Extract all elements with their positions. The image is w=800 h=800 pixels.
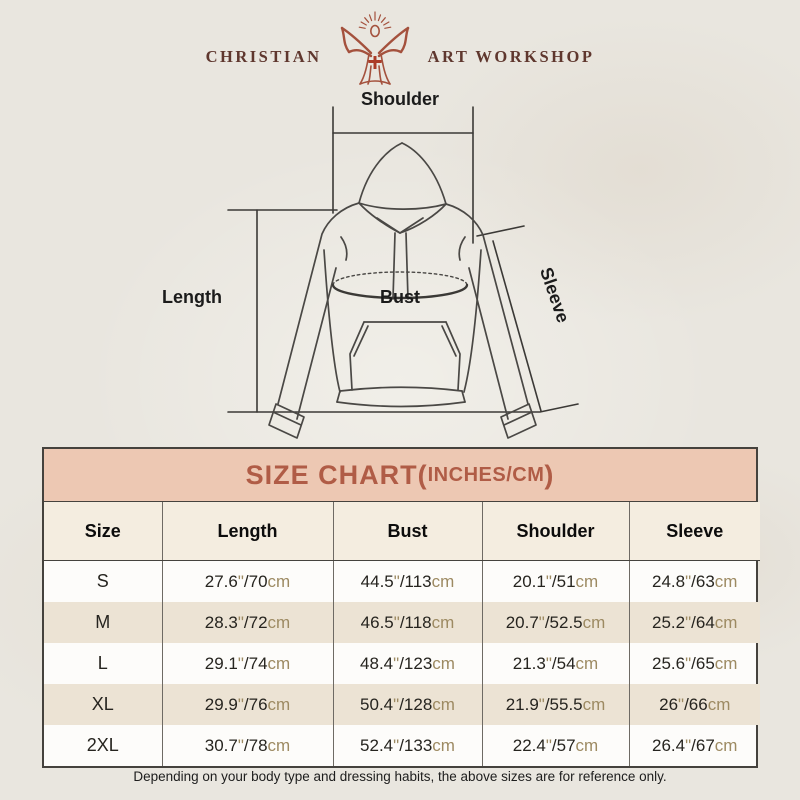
length-label: Length xyxy=(162,287,222,307)
size-row-m: M 28.3"/72cm 46.5"/118cm 20.7"/52.5cm 25.2"/… xyxy=(44,602,760,643)
measurement-value: 24.8"/63cm xyxy=(628,560,760,602)
brand-name-left: CHRISTIAN xyxy=(205,47,322,66)
measurement-value: 28.3"/72cm xyxy=(161,602,333,643)
size-table-body: S 27.6"/70cm 44.5"/113cm 20.1"/51cm 24.8"/63… xyxy=(44,560,760,766)
size-row-s: S 27.6"/70cm 44.5"/113cm 20.1"/51cm 24.8"/63… xyxy=(44,560,760,602)
measurement-value: 20.7"/52.5cm xyxy=(481,602,629,643)
measurement-value: 21.3"/54cm xyxy=(481,643,629,684)
column-header-sleeve: Sleeve xyxy=(628,502,760,561)
hoodie-measurement-diagram: Shoulder Length Bust Sleeve xyxy=(0,85,800,455)
measurement-value: 30.7"/78cm xyxy=(161,725,333,766)
bust-label: Bust xyxy=(380,287,420,307)
measurement-value: 20.1"/51cm xyxy=(481,560,629,602)
measurement-value: 21.9"/55.5cm xyxy=(481,684,629,725)
hoodie-outline xyxy=(268,142,537,439)
column-header-size: Size xyxy=(44,502,162,561)
size-value: M xyxy=(44,602,162,643)
measurement-value: 50.4"/128cm xyxy=(332,684,482,725)
measurement-value: 27.6"/70cm xyxy=(161,560,333,602)
size-chart-title-units: INCHES/CM xyxy=(427,463,545,486)
column-header-shoulder: Shoulder xyxy=(481,502,629,561)
hoodie-diagram-svg: Shoulder Length Bust Sleeve xyxy=(162,89,579,439)
size-table-header-row: Size Length Bust Shoulder Sleeve xyxy=(44,502,760,561)
size-chart-title: SIZE CHART(INCHES/CM) xyxy=(44,449,756,502)
cross-icon xyxy=(368,56,382,69)
bust-line-solid xyxy=(331,283,469,300)
measurement-value: 44.5"/113cm xyxy=(332,560,482,602)
shoulder-label: Shoulder xyxy=(361,89,439,109)
column-header-bust: Bust xyxy=(332,502,482,561)
measurement-lines xyxy=(227,106,579,413)
size-row-2xl: 2XL 30.7"/78cm 52.4"/133cm 22.4"/57cm 26.4"/… xyxy=(44,725,760,766)
measurement-value: 29.1"/74cm xyxy=(161,643,333,684)
measurement-value: 29.9"/76cm xyxy=(161,684,333,725)
measurement-value: 25.2"/64cm xyxy=(628,602,760,643)
size-chart-table: SIZE CHART(INCHES/CM) Size Length Bust Shou… xyxy=(42,447,760,768)
bust-line-dashed xyxy=(332,271,468,286)
kangaroo-pocket xyxy=(349,321,461,391)
size-row-xl: XL 29.9"/76cm 50.4"/128cm 21.9"/55.5cm 26"/6… xyxy=(44,684,760,725)
size-chart-title-close: ) xyxy=(544,459,555,490)
size-value: S xyxy=(96,571,109,591)
jesus-open-arms-rays-icon xyxy=(340,11,409,85)
measurement-value: 26"/66cm xyxy=(628,684,760,725)
measurement-value: 25.6"/65cm xyxy=(628,643,760,684)
size-row-l: L 29.1"/74cm 48.4"/123cm 21.3"/54cm 25.6"/65… xyxy=(44,643,760,684)
measurement-value: 22.4"/57cm xyxy=(481,725,629,766)
reference-note: Depending on your body type and dressing… xyxy=(133,769,667,784)
size-chart-title-main: SIZE CHART( xyxy=(245,459,428,490)
measurement-value: 52.4"/133cm xyxy=(332,725,482,766)
measurement-value: 46.5"/118cm xyxy=(332,602,482,643)
sleeve-label: Sleeve xyxy=(536,265,573,325)
measurement-value: 26.4"/67cm xyxy=(628,725,760,766)
measurement-value: 48.4"/123cm xyxy=(332,643,482,684)
size-value: 2XL xyxy=(86,735,119,755)
brand-logo: CHRISTIAN ART WORKSHO xyxy=(0,8,800,90)
column-header-length: Length xyxy=(161,502,333,561)
size-value: XL xyxy=(44,684,162,725)
size-table: Size Length Bust Shoulder Sleeve S 27.6"/70cm… xyxy=(44,502,760,766)
brand-name-right: ART WORKSHOP xyxy=(427,47,595,66)
size-value: L xyxy=(97,653,108,673)
